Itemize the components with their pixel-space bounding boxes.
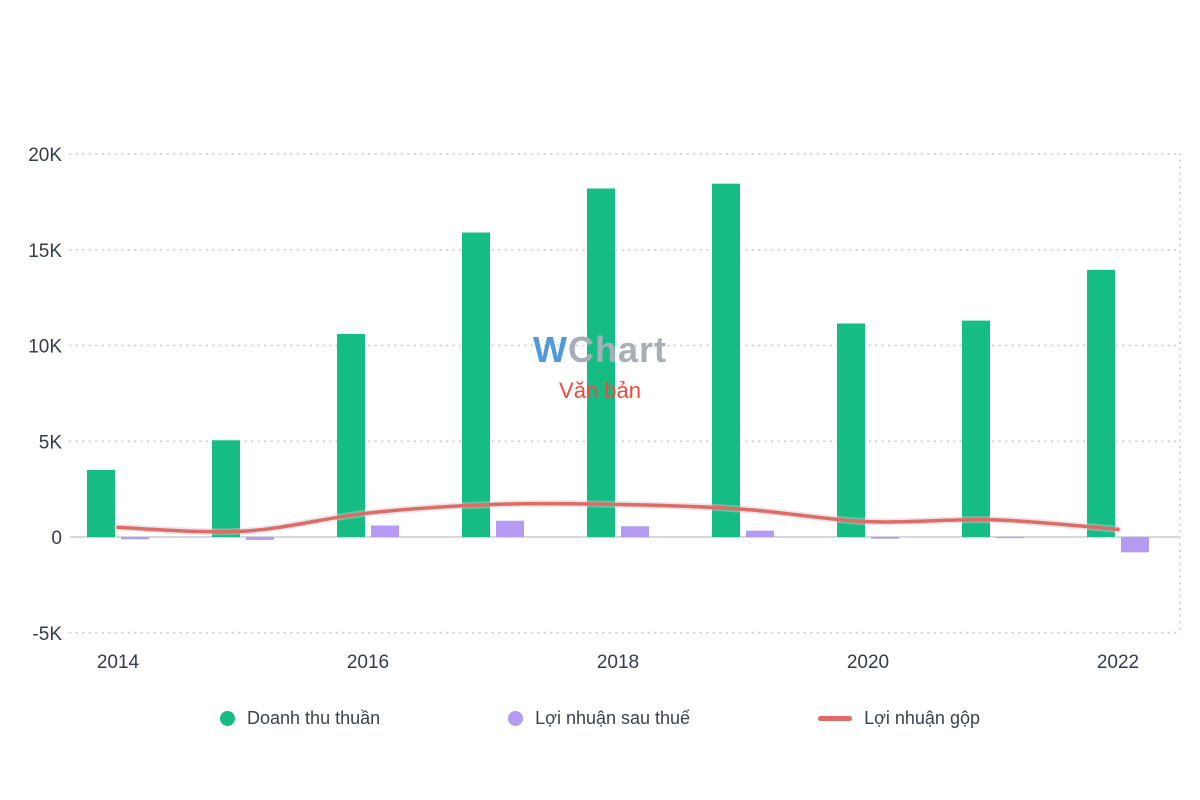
chart-canvas: 20K 15K 10K 5K 0 -5K 2014 2016 2018 2020 2022 bbox=[28, 145, 1181, 673]
legend-marker-profit-after-tax-icon bbox=[508, 711, 524, 726]
legend-marker-gross-profit-icon bbox=[818, 716, 853, 721]
legend-label-profit-after-tax: Lợi nhuận sau thuế bbox=[535, 708, 691, 728]
legend-item-gross-profit[interactable]: Lợi nhuận gộp bbox=[818, 708, 980, 729]
bar-profit-after-tax[interactable] bbox=[996, 537, 1024, 539]
x-axis-label: 2014 bbox=[97, 652, 140, 673]
bar-profit-after-tax[interactable] bbox=[246, 537, 274, 540]
bar-net-revenue[interactable] bbox=[462, 232, 490, 537]
y-axis-label: 15K bbox=[28, 241, 62, 262]
y-axis-label: 0 bbox=[51, 528, 62, 549]
bar-net-revenue[interactable] bbox=[87, 469, 115, 537]
line-gross-profit[interactable] bbox=[116, 501, 1120, 534]
legend-item-profit-after-tax[interactable]: Lợi nhuận sau thuế bbox=[508, 708, 690, 729]
x-axis-label: 2020 bbox=[847, 652, 889, 673]
bar-net-revenue[interactable] bbox=[212, 440, 240, 537]
y-axis-label: 10K bbox=[28, 337, 62, 358]
y-axis-label: 5K bbox=[39, 432, 63, 453]
bar-net-revenue[interactable] bbox=[712, 183, 740, 537]
bar-net-revenue[interactable] bbox=[587, 188, 615, 537]
bar-net-revenue[interactable] bbox=[837, 323, 865, 537]
x-axis-label: 2016 bbox=[347, 652, 389, 673]
legend-marker-net-revenue-icon bbox=[220, 711, 236, 726]
bar-profit-after-tax[interactable] bbox=[121, 537, 149, 540]
chart-area: 20K 15K 10K 5K 0 -5K 2014 2016 2018 2020 2022 WCha… bbox=[28, 145, 1181, 673]
bar-net-revenue[interactable] bbox=[962, 320, 990, 537]
bar-net-revenue[interactable] bbox=[337, 334, 365, 537]
x-axis-label: 2022 bbox=[1097, 652, 1139, 673]
bar-profit-after-tax[interactable] bbox=[371, 525, 399, 537]
legend-item-net-revenue[interactable]: Doanh thu thuần bbox=[220, 708, 380, 729]
y-axis-label: -5K bbox=[32, 624, 62, 645]
y-axis-label: 20K bbox=[28, 145, 62, 166]
bar-profit-after-tax[interactable] bbox=[746, 530, 774, 537]
bar-profit-after-tax[interactable] bbox=[871, 537, 899, 539]
bar-profit-after-tax[interactable] bbox=[1121, 537, 1149, 553]
legend-label-net-revenue: Doanh thu thuần bbox=[247, 708, 381, 728]
x-axis-label: 2018 bbox=[597, 652, 639, 673]
legend-label-gross-profit: Lợi nhuận gộp bbox=[864, 708, 980, 728]
bar-profit-after-tax[interactable] bbox=[621, 526, 649, 537]
bar-net-revenue[interactable] bbox=[1087, 269, 1115, 537]
bar-profit-after-tax[interactable] bbox=[496, 520, 524, 537]
legend: Doanh thu thuần Lợi nhuận sau thuế Lợi n… bbox=[0, 708, 1200, 729]
